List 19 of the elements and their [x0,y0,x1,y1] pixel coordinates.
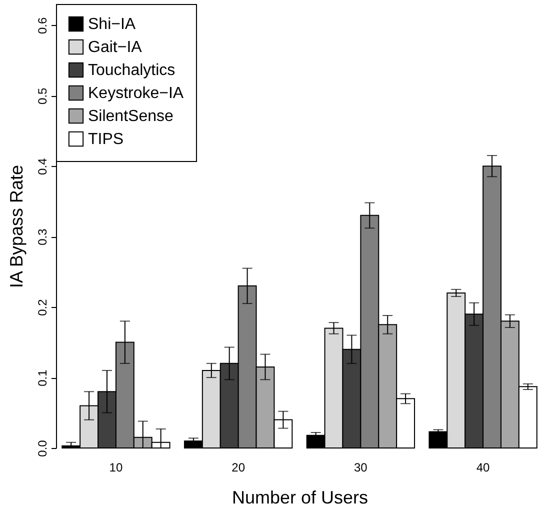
x-tick-label: 30 [354,460,368,474]
legend-label: SilentSense [88,108,174,125]
y-tick-label: 0.2 [36,298,50,316]
y-tick-label: 0.1 [36,369,50,386]
y-tick-label: 0.5 [36,87,50,104]
x-axis-title: Number of Users [232,488,368,508]
y-tick-label: 0.0 [36,440,50,457]
y-tick-label: 0.6 [36,16,50,34]
legend-label: Touchalytics [88,62,176,79]
y-axis-title: IA Bypass Rate [6,164,26,288]
legend-label: Keystroke−IA [88,85,184,102]
x-tick-label: 10 [109,460,123,474]
legend-label: Gait−IA [88,39,142,56]
y-tick-label: 0.3 [36,228,50,246]
y-tick-label: 0.4 [36,158,50,175]
x-tick-label: 40 [476,460,490,474]
x-tick-label: 20 [232,460,246,474]
legend-label: Shi−IA [88,16,136,33]
legend-label: TIPS [88,131,124,148]
